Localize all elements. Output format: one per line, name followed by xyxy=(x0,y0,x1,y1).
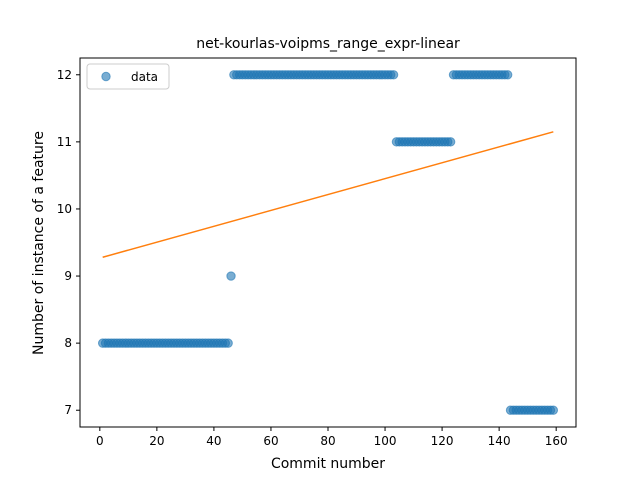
x-tick-label: 40 xyxy=(206,434,221,448)
axes: 0 20 40 60 80 100 120 140 160 7 8 9 10 11 12 xyxy=(57,57,577,448)
y-tick-label: 12 xyxy=(57,68,72,82)
data-point xyxy=(388,70,399,80)
chart-title: net-kourlas-voipms_range_expr-linear xyxy=(196,36,460,52)
legend: data xyxy=(86,63,170,90)
x-tick-label: 80 xyxy=(320,434,335,448)
legend-label-data: data xyxy=(131,70,158,84)
x-tick-label: 60 xyxy=(263,434,278,448)
data-point xyxy=(502,70,513,80)
data-point xyxy=(223,338,233,348)
y-tick-label: 11 xyxy=(57,135,72,149)
x-axis-title: Commit number xyxy=(271,456,385,472)
x-tick-label: 120 xyxy=(431,434,454,448)
x-tick-label: 20 xyxy=(149,434,164,448)
legend-box xyxy=(86,63,170,90)
data-point xyxy=(445,137,456,147)
plot-area xyxy=(97,70,559,415)
series-line-fit xyxy=(102,131,554,258)
y-tick-label: 8 xyxy=(64,336,72,350)
y-axis-title: Number of instance of a feature xyxy=(31,131,47,355)
y-tick-label: 10 xyxy=(57,202,72,216)
data-point xyxy=(548,405,559,415)
y-tick-label: 7 xyxy=(64,403,72,417)
x-tick-label: 140 xyxy=(488,434,511,448)
x-tick-label: 100 xyxy=(374,434,397,448)
legend-marker-data xyxy=(101,71,111,82)
data-point xyxy=(226,271,236,281)
x-tick-label: 160 xyxy=(545,434,568,448)
x-tick-label: 0 xyxy=(96,434,104,448)
y-tick-label: 9 xyxy=(64,269,72,283)
